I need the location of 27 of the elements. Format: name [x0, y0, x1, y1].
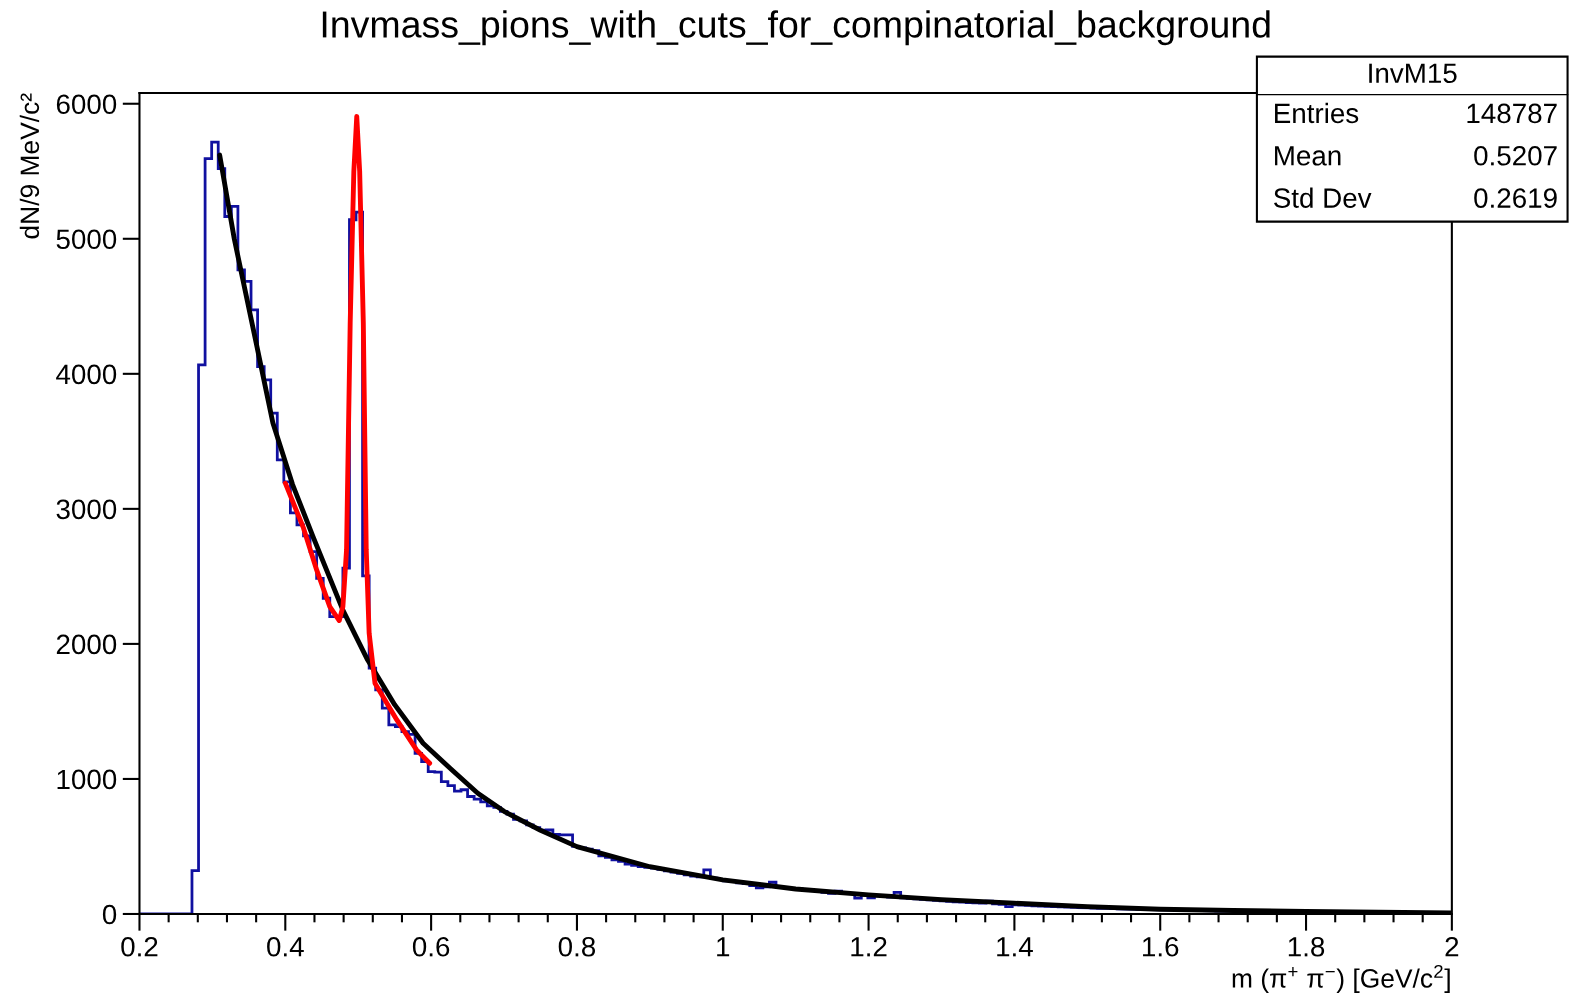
x-tick-label: 1 — [717, 937, 730, 957]
x-tick-label: 2 — [1445, 936, 1459, 957]
text: 148787 — [1467, 103, 1557, 124]
x-tick-label: 0.8 — [558, 936, 596, 957]
annotation: Std Dev — [1274, 187, 1372, 208]
text: 0.5207 — [1474, 145, 1557, 166]
y-tick-label: 3000 — [56, 499, 117, 520]
y-tick-label: 2000 — [56, 634, 117, 655]
x-tick-label: 1.8 — [1288, 936, 1325, 957]
y-tick-label: 5000 — [56, 229, 117, 250]
x-tick-label: 1.2 — [851, 936, 887, 957]
y-tick-label: 1000 — [57, 769, 117, 790]
annotation: Entries — [1275, 102, 1359, 124]
x-tick-label: 1.4 — [997, 937, 1033, 957]
x-tick-label: 0.6 — [412, 936, 450, 957]
x-tick-label: 1.6 — [1143, 936, 1179, 957]
y-tick-label: 6000 — [56, 94, 117, 115]
x-tick-label: 0.4 — [267, 936, 304, 957]
annotation: Mean — [1275, 146, 1341, 166]
y-tick-label: 4000 — [56, 364, 117, 385]
y-tick-label: 0 — [102, 904, 117, 925]
x-tick-label: 0.2 — [121, 936, 158, 957]
text: 0.2619 — [1474, 188, 1557, 208]
chart-title: Invmass_pions_with_cuts_for_compinatorial_background — [322, 10, 1270, 46]
x-axis-title: m (π$^{+}$ π$^{−}$) [GeV/c$^{2}$] — [1232, 964, 1450, 994]
text: InvM15 — [1369, 63, 1457, 84]
y-axis-title: dN/9 MeV/c² — [19, 93, 40, 239]
